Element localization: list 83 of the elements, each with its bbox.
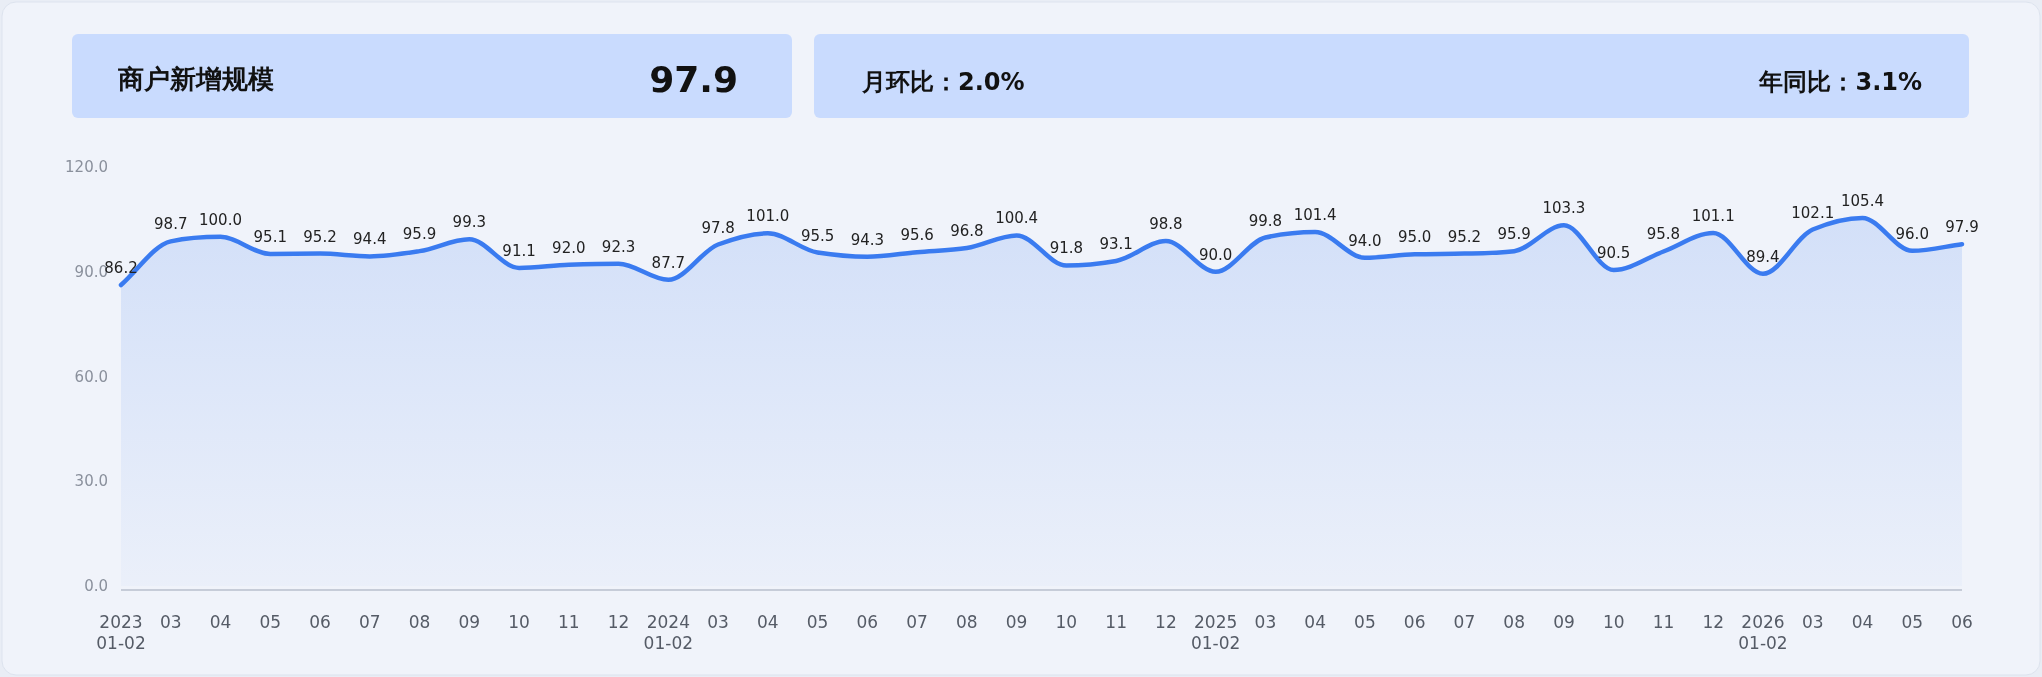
- x-tick-label: 04: [1851, 612, 1874, 632]
- x-tick-label: 09: [1005, 612, 1028, 632]
- data-label: 90.0: [1198, 245, 1233, 264]
- data-label: 101.1: [1691, 206, 1735, 225]
- data-label: 95.5: [800, 226, 835, 245]
- data-label: 98.7: [154, 215, 188, 234]
- x-tick-label: 07: [1453, 612, 1476, 632]
- x-tick-label: 06: [1403, 612, 1426, 632]
- data-label: 99.8: [1248, 211, 1283, 230]
- text: 月环比：2.0%: [861, 68, 1025, 96]
- x-tick-label: 05: [806, 612, 829, 632]
- data-label: 101.4: [1293, 205, 1337, 224]
- data-label: 95.9: [1497, 225, 1531, 244]
- x-tick-label: 04: [757, 612, 779, 632]
- x-tick-label: 12: [607, 612, 630, 632]
- x-tick-label: 08: [956, 612, 978, 632]
- x-tick-label: 09: [458, 612, 481, 632]
- x-tick-label: 04: [209, 612, 232, 632]
- x-tick-label: 07: [358, 612, 381, 632]
- x-tick-label: 10: [508, 612, 530, 632]
- x-tick-label: 05: [1901, 612, 1924, 632]
- x-tick-label: 11: [1105, 612, 1127, 632]
- x-tick-label: 11: [1652, 612, 1675, 632]
- data-label: 92.0: [552, 238, 586, 257]
- data-label: 95.0: [1397, 228, 1432, 247]
- data-label: 92.3: [601, 237, 636, 256]
- x-tick-label: 2026 01-02: [1738, 612, 1788, 653]
- x-tick-label: 2025 01-02: [1190, 612, 1241, 653]
- data-label: 90.5: [1597, 244, 1631, 262]
- x-tick-label: 2023 01-02: [96, 612, 146, 653]
- data-label: 95.6: [900, 226, 934, 245]
- x-tick-label: 12: [1702, 612, 1725, 632]
- data-label: 95.8: [1646, 225, 1681, 244]
- text: 商户新增规模: [117, 64, 274, 94]
- data-label: 96.0: [1895, 224, 1929, 243]
- data-label: 89.4: [1746, 247, 1780, 266]
- data-label: 95.2: [1447, 227, 1482, 246]
- x-tick-label: 03: [1254, 612, 1277, 632]
- data-label: 93.1: [1099, 234, 1133, 253]
- x-tick-label: 05: [259, 612, 282, 632]
- data-label: 91.1: [502, 241, 536, 260]
- data-label: 100.4: [995, 209, 1039, 228]
- x-tick-label: 2024 01-02: [643, 612, 694, 653]
- data-label: 102.1: [1791, 203, 1835, 222]
- data-label: 87.7: [651, 253, 686, 272]
- data-label: 105.4: [1841, 191, 1884, 210]
- data-label: 94.4: [353, 230, 387, 249]
- y-tick-label: 30.0: [74, 472, 108, 491]
- data-label: 95.1: [253, 227, 287, 246]
- data-label: 91.8: [1049, 239, 1084, 258]
- data-label: 95.2: [303, 227, 337, 246]
- y-tick-label: 120.0: [65, 158, 108, 176]
- x-tick-label: 09: [1553, 612, 1575, 632]
- data-label: 94.0: [1348, 231, 1382, 250]
- x-tick-label: 08: [1503, 612, 1526, 632]
- data-label: 101.0: [746, 207, 790, 226]
- x-tick-label: 10: [1055, 612, 1078, 632]
- x-tick-label: 12: [1155, 612, 1177, 632]
- data-label: 99.3: [452, 213, 486, 232]
- data-label: 103.3: [1542, 199, 1586, 218]
- text: 97.9: [649, 59, 738, 100]
- data-label: 98.8: [1149, 215, 1183, 234]
- x-tick-label: 06: [1951, 612, 1973, 632]
- x-tick-label: 10: [1602, 612, 1625, 632]
- data-label: 94.3: [850, 230, 885, 249]
- x-tick-label: 05: [1354, 612, 1376, 632]
- x-tick-label: 03: [159, 612, 182, 632]
- data-label: 95.9: [402, 225, 437, 244]
- x-tick-label: 06: [856, 612, 879, 632]
- x-tick-label: 11: [557, 612, 580, 632]
- text: 年同比：3.1%: [1758, 68, 1922, 96]
- y-tick-label: 0.0: [84, 577, 108, 595]
- y-tick-label: 60.0: [74, 367, 108, 386]
- x-tick-label: 04: [1304, 612, 1326, 632]
- data-label: 100.0: [199, 210, 242, 229]
- data-label: 97.8: [701, 218, 735, 237]
- x-tick-label: 03: [707, 612, 729, 632]
- x-tick-label: 03: [1801, 612, 1824, 632]
- x-tick-label: 08: [408, 612, 431, 632]
- data-label: 96.8: [950, 222, 984, 241]
- x-tick-label: 07: [906, 612, 928, 632]
- x-tick-label: 06: [309, 612, 331, 632]
- data-label: 97.9: [1945, 218, 1979, 237]
